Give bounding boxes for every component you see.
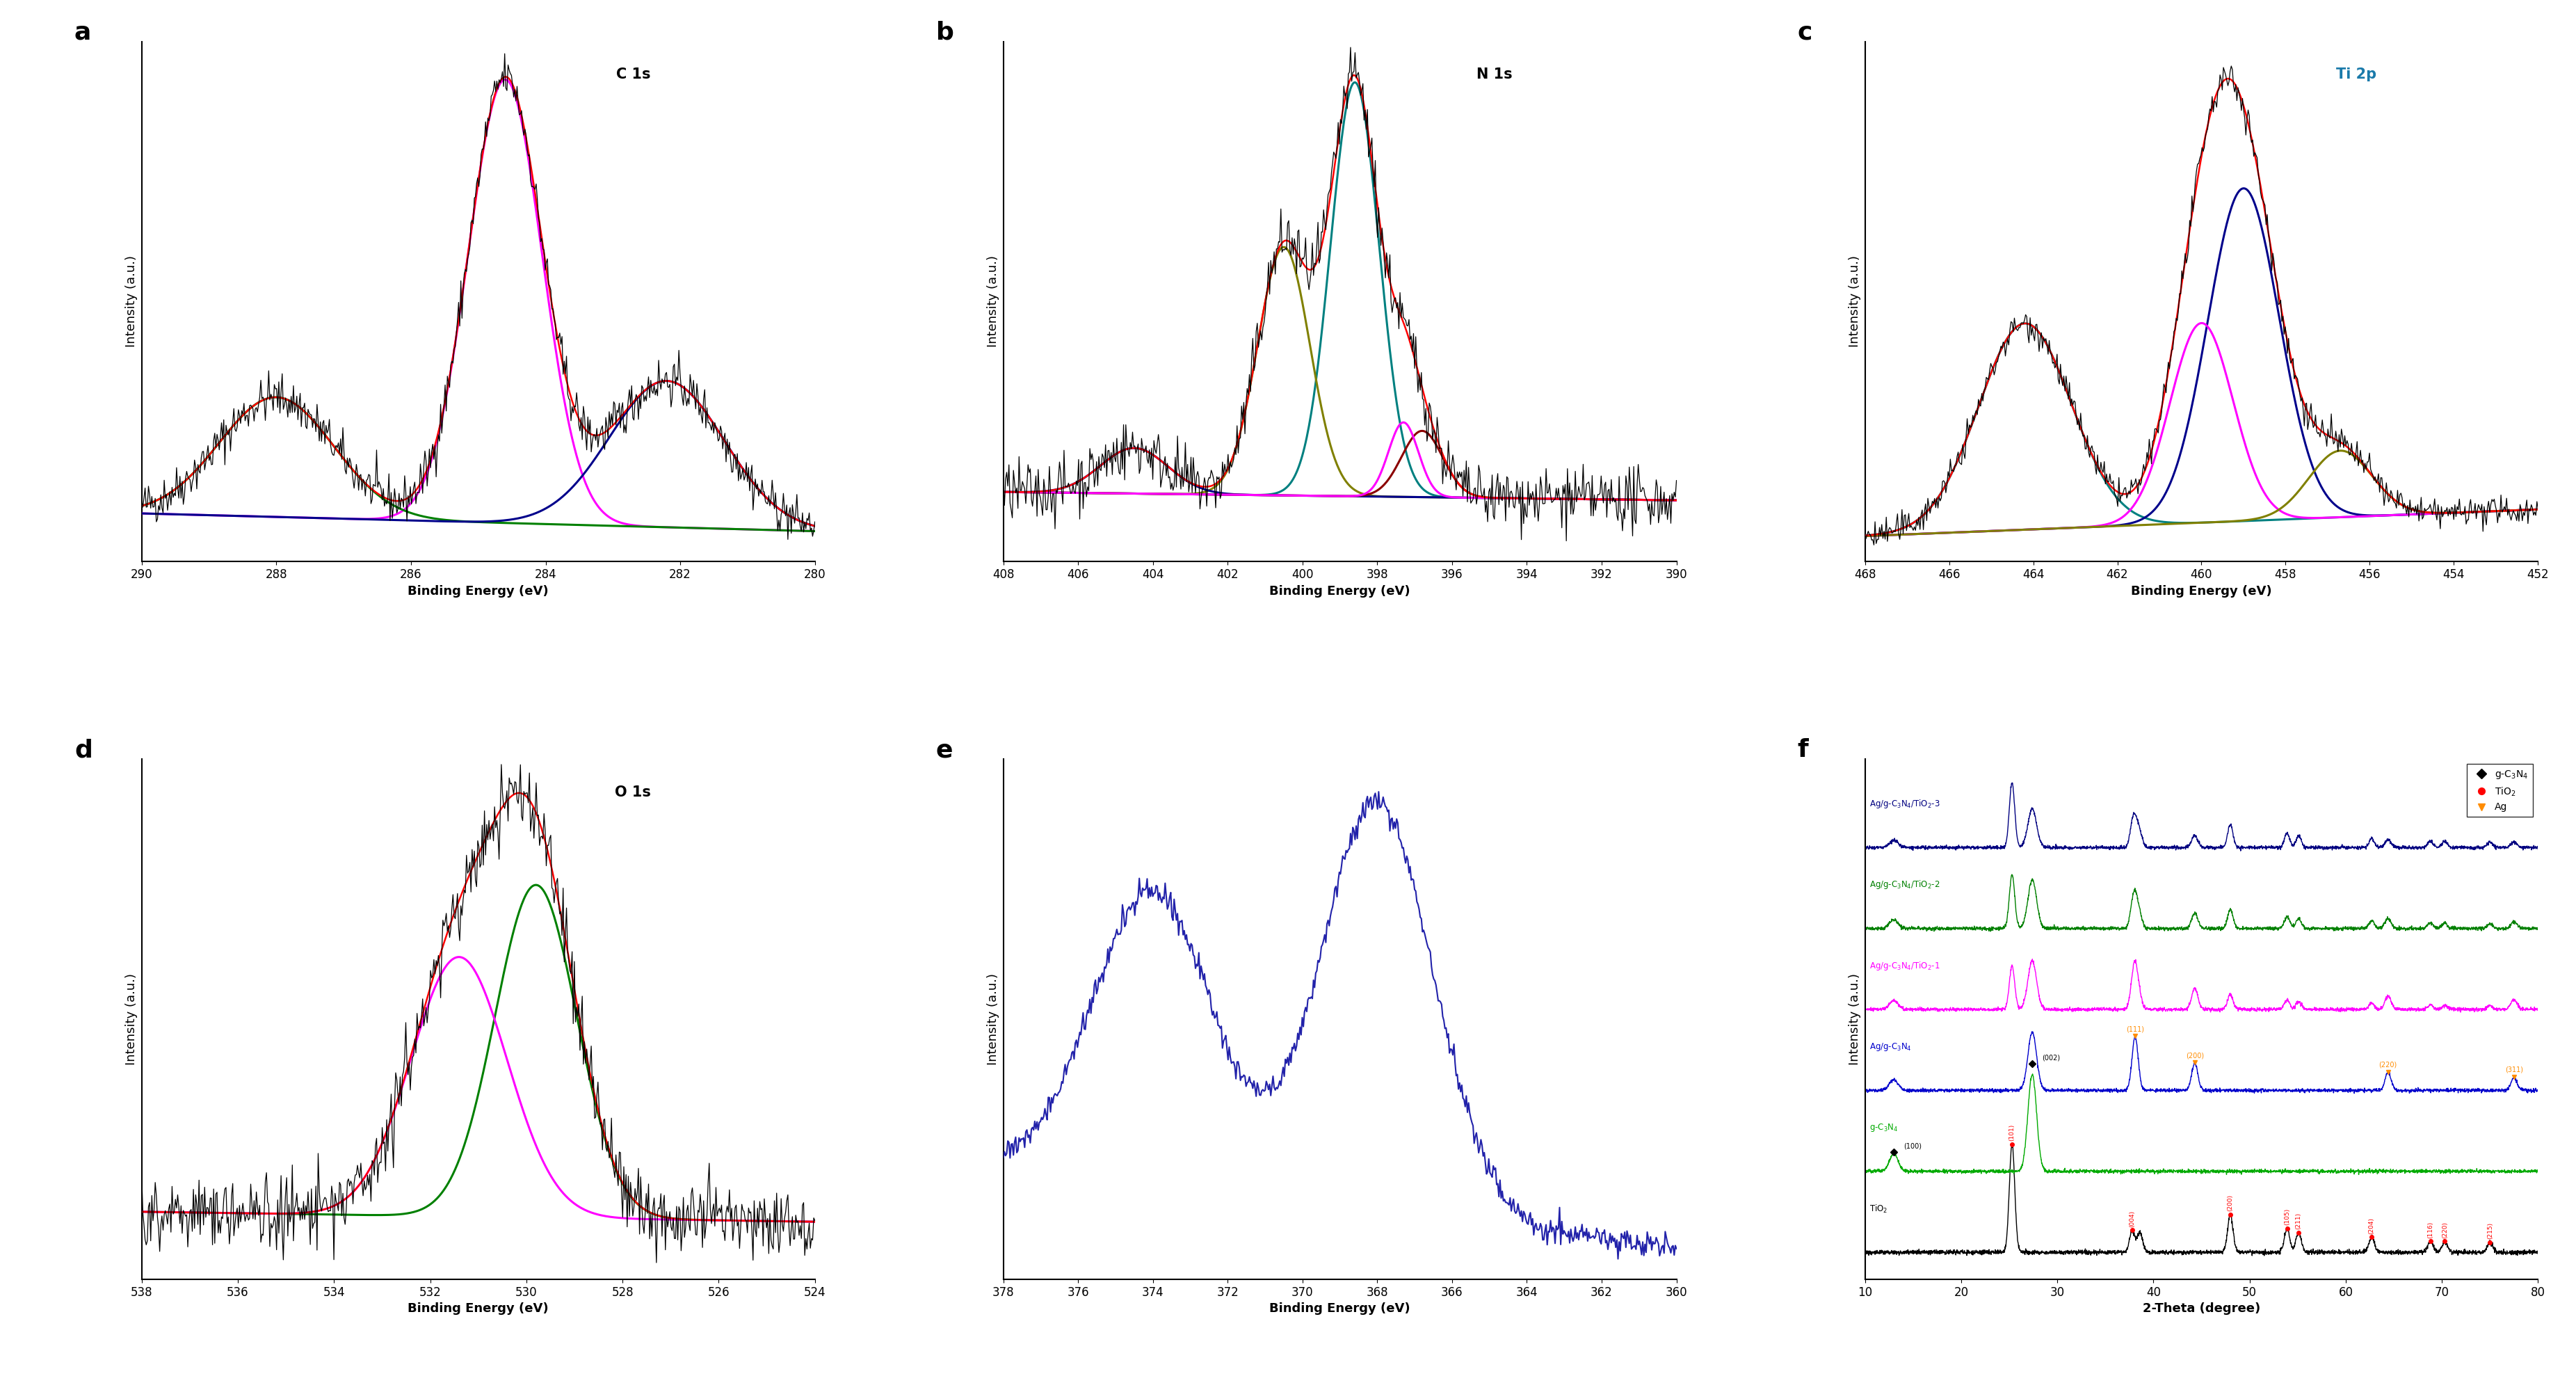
Text: TiO$_2$: TiO$_2$ (1870, 1203, 1888, 1214)
Text: c: c (1798, 21, 1811, 44)
Text: Ag/g-C$_3$N$_4$: Ag/g-C$_3$N$_4$ (1870, 1041, 1911, 1052)
Y-axis label: Intensity (a.u.): Intensity (a.u.) (126, 974, 139, 1065)
Text: (311): (311) (2504, 1066, 2522, 1073)
Text: b: b (935, 21, 953, 44)
Text: (200): (200) (2184, 1052, 2202, 1059)
Text: (200): (200) (2226, 1195, 2233, 1212)
Text: (101): (101) (2009, 1124, 2014, 1141)
Text: Ti 2p: Ti 2p (2336, 68, 2375, 82)
Text: (100): (100) (1904, 1142, 1922, 1149)
Text: (215): (215) (2486, 1223, 2494, 1239)
X-axis label: Binding Energy (eV): Binding Energy (eV) (407, 585, 549, 597)
Text: Ag/g-C$_3$N$_4$/TiO$_2$-2: Ag/g-C$_3$N$_4$/TiO$_2$-2 (1870, 878, 1940, 891)
Y-axis label: Intensity (a.u.): Intensity (a.u.) (1847, 974, 1860, 1065)
Text: (105): (105) (2282, 1209, 2290, 1225)
X-axis label: Binding Energy (eV): Binding Energy (eV) (407, 1303, 549, 1315)
Text: g-C$_3$N$_4$: g-C$_3$N$_4$ (1870, 1123, 1899, 1134)
Text: Ag/g-C$_3$N$_4$/TiO$_2$-1: Ag/g-C$_3$N$_4$/TiO$_2$-1 (1870, 960, 1940, 972)
X-axis label: 2-Theta (degree): 2-Theta (degree) (2143, 1303, 2259, 1315)
Text: d: d (75, 739, 93, 762)
Text: (111): (111) (2125, 1026, 2143, 1033)
Text: (002): (002) (2040, 1054, 2058, 1061)
Text: a: a (75, 21, 90, 44)
Text: (211): (211) (2295, 1213, 2300, 1229)
Y-axis label: Intensity (a.u.): Intensity (a.u.) (126, 256, 139, 347)
Text: e: e (935, 739, 953, 762)
Text: N 1s: N 1s (1476, 68, 1512, 82)
Text: (004): (004) (2128, 1210, 2136, 1227)
Text: C 1s: C 1s (616, 68, 649, 82)
Text: f: f (1798, 739, 1808, 762)
Y-axis label: Intensity (a.u.): Intensity (a.u.) (987, 256, 999, 347)
X-axis label: Binding Energy (eV): Binding Energy (eV) (1270, 585, 1409, 597)
Y-axis label: Intensity (a.u.): Intensity (a.u.) (987, 974, 999, 1065)
Text: O 1s: O 1s (616, 786, 652, 799)
Y-axis label: Intensity (a.u.): Intensity (a.u.) (1847, 256, 1860, 347)
Text: (116): (116) (2427, 1221, 2432, 1238)
Text: Ag/g-C$_3$N$_4$/TiO$_2$-3: Ag/g-C$_3$N$_4$/TiO$_2$-3 (1870, 798, 1940, 810)
Text: (220): (220) (2378, 1062, 2396, 1069)
Legend: g-C$_3$N$_4$, TiO$_2$, Ag: g-C$_3$N$_4$, TiO$_2$, Ag (2465, 763, 2532, 817)
Text: (220): (220) (2442, 1221, 2447, 1238)
X-axis label: Binding Energy (eV): Binding Energy (eV) (2130, 585, 2272, 597)
Text: (204): (204) (2367, 1217, 2375, 1234)
X-axis label: Binding Energy (eV): Binding Energy (eV) (1270, 1303, 1409, 1315)
